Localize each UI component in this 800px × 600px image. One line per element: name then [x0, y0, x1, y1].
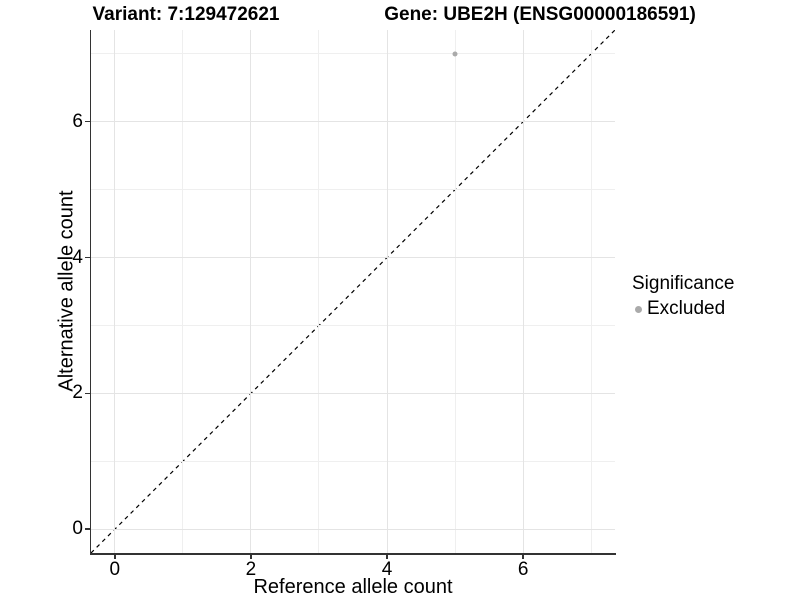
x-axis-line — [89, 553, 616, 555]
y-axis-tick — [85, 392, 90, 395]
y-axis-tick — [85, 256, 90, 259]
legend-entry-excluded: Excluded — [632, 298, 734, 320]
y-axis-line — [89, 30, 92, 555]
data-point — [452, 51, 458, 57]
y-axis-tick — [85, 120, 90, 123]
gridline-minor-vertical — [182, 30, 184, 553]
gridline-major-vertical — [250, 30, 252, 553]
gridline-minor-vertical — [454, 30, 456, 553]
y-tick-label: 0 — [72, 518, 83, 540]
x-axis-tick — [386, 554, 388, 560]
legend-entry-label: Excluded — [647, 298, 726, 319]
x-tick-label: 4 — [381, 559, 393, 580]
gridline-major-vertical — [114, 30, 116, 553]
plot-title-gene: Gene: UBE2H (ENSG00000186591) — [384, 4, 696, 25]
y-axis-tick — [85, 528, 90, 530]
x-axis-tick — [114, 554, 116, 560]
plot-title-variant: Variant: 7:129472621 — [92, 4, 280, 25]
legend-title: Significance — [632, 273, 735, 294]
legend-key-dot-icon — [635, 305, 642, 313]
gridline-minor-vertical — [590, 30, 592, 553]
gridline-minor-vertical — [318, 30, 320, 553]
gridline-major-vertical — [522, 30, 524, 553]
gridline-minor-horizontal — [91, 53, 615, 55]
plot-panel — [91, 30, 615, 553]
gridline-major-horizontal — [91, 392, 615, 394]
gridline-minor-horizontal — [91, 189, 615, 191]
gridline-major-vertical — [386, 30, 388, 553]
gridline-major-horizontal — [91, 528, 615, 530]
x-axis-tick — [250, 554, 252, 560]
x-axis-title: Reference allele count — [253, 576, 453, 598]
identity-reference-line — [91, 30, 615, 553]
y-tick-label: 6 — [72, 110, 83, 132]
gridline-minor-horizontal — [91, 460, 615, 462]
y-axis-title: Alternative allele count — [55, 190, 78, 392]
y-tick-label: 2 — [72, 382, 83, 404]
gridline-major-horizontal — [91, 121, 615, 123]
y-tick-label: 4 — [72, 246, 83, 268]
x-tick-label: 6 — [517, 559, 529, 580]
legend: Significance Excluded — [632, 273, 734, 320]
gridline-minor-horizontal — [91, 324, 615, 326]
x-axis-tick — [522, 554, 524, 560]
x-tick-label: 2 — [245, 559, 257, 580]
gridline-major-horizontal — [91, 257, 615, 259]
x-tick-label: 0 — [109, 559, 121, 580]
